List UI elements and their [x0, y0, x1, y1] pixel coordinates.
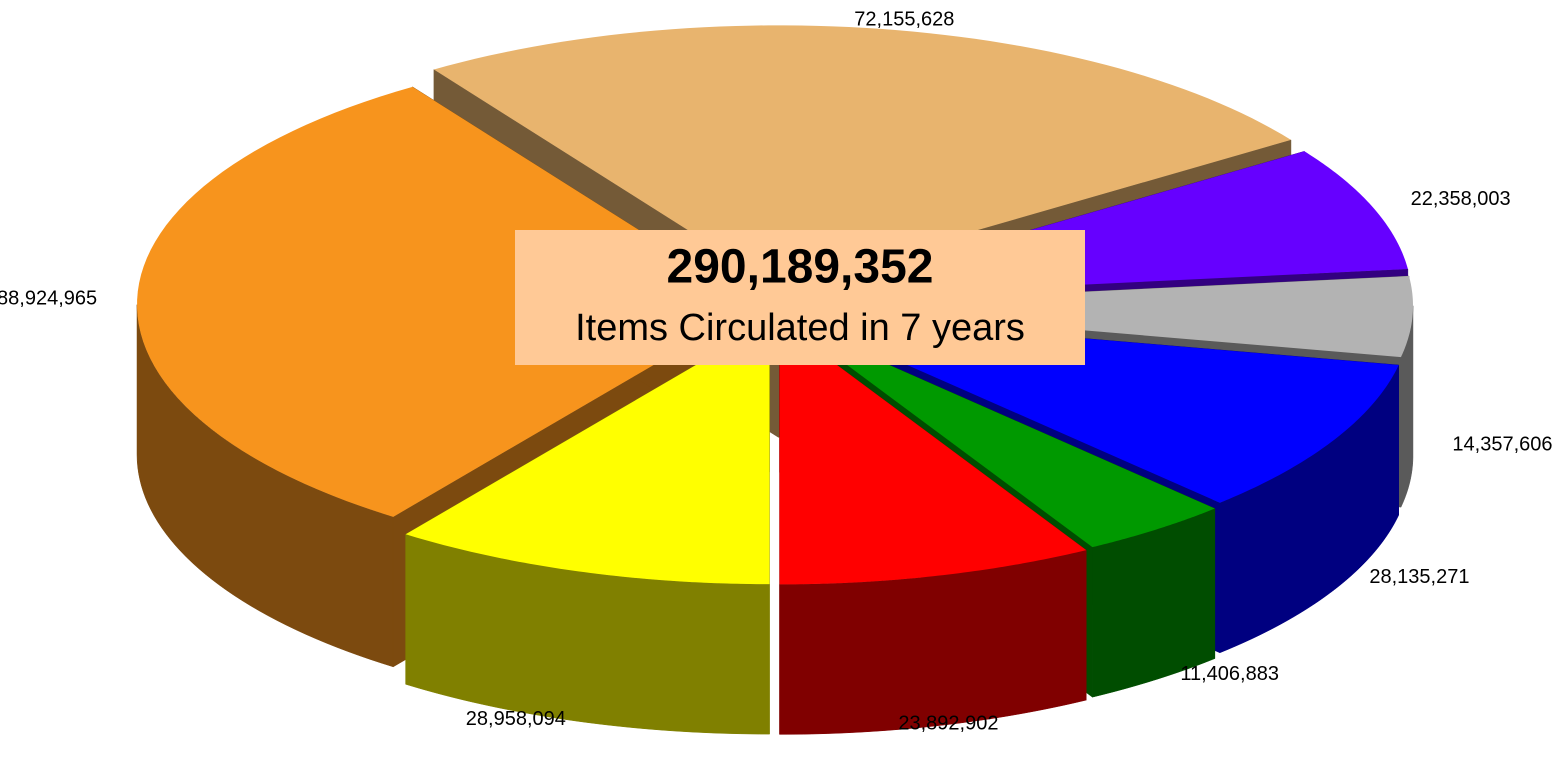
value-label: 14,357,606	[1452, 433, 1552, 455]
value-label: 28,135,271	[1369, 566, 1469, 588]
slices	[136, 25, 1414, 735]
center-title: 290,189,352	[667, 241, 934, 294]
slice	[785, 319, 1215, 548]
slice	[433, 25, 1291, 288]
value-label: 28,958,094	[466, 708, 566, 730]
center-box	[515, 230, 1085, 365]
slice-wall	[1400, 305, 1414, 508]
center-subtitle: Items Circulated in 7 years	[575, 307, 1025, 349]
value-label: 22,358,003	[1411, 188, 1511, 210]
value-label: 88,924,965	[0, 288, 97, 310]
slice	[779, 322, 1087, 585]
labels: 72,155,628 22,358,003 88,924,965 14,357,606…	[0, 8, 1553, 734]
slice	[405, 322, 770, 585]
slice	[137, 86, 758, 517]
value-label: 11,406,883	[1180, 663, 1279, 685]
value-label: 23,892,902	[898, 713, 998, 735]
value-label: 72,155,628	[854, 8, 954, 30]
slice	[792, 276, 1413, 358]
